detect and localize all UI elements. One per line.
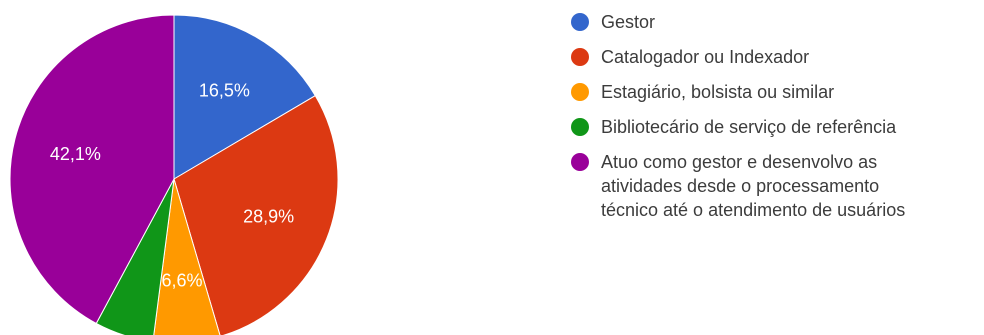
legend-label-line: Catalogador ou Indexador: [601, 47, 810, 67]
legend-swatch-1: [571, 48, 589, 66]
legend-item-0[interactable]: Gestor: [571, 10, 655, 34]
legend-label-0: Gestor: [601, 10, 655, 34]
legend-swatch-3: [571, 118, 589, 136]
slice-value-label-1: 28,9%: [243, 206, 294, 226]
legend-item-3[interactable]: Bibliotecário de serviço de referência: [571, 115, 896, 139]
legend-swatch-0: [571, 13, 589, 31]
legend-item-4[interactable]: Atuo como gestor e desenvolvo as atividad…: [571, 150, 905, 222]
legend-label-2: Estagiário, bolsista ou similar: [601, 80, 834, 104]
legend-label-line: atividades desde o processamento: [601, 176, 880, 196]
slice-value-label-4: 42,1%: [50, 144, 101, 164]
legend-swatch-2: [571, 83, 589, 101]
legend-label-line: Atuo como gestor e desenvolvo as: [601, 152, 878, 172]
slice-value-label-0: 16,5%: [199, 81, 250, 101]
legend-item-2[interactable]: Estagiário, bolsista ou similar: [571, 80, 834, 104]
pie-slice-0[interactable]: [173, 14, 316, 180]
legend-label-line: Estagiário, bolsista ou similar: [601, 82, 835, 102]
pie-slice-4[interactable]: [9, 14, 175, 325]
pie-slice-2[interactable]: [153, 178, 221, 335]
legend-label-line: Bibliotecário de serviço de referência: [601, 117, 897, 137]
pie-labels: 16,5% 28,9% 6,6% 42,1%: [50, 81, 294, 291]
legend-label-line: técnico até o atendimento de usuários: [601, 200, 906, 220]
legend-label-3: Bibliotecário de serviço de referência: [601, 115, 896, 139]
legend-label-1: Catalogador ou Indexador: [601, 45, 809, 69]
legend-label-line: Gestor: [601, 12, 656, 32]
pie-slice-1[interactable]: [173, 94, 339, 335]
pie-slices: [9, 14, 339, 335]
slice-value-label-2: 6,6%: [161, 270, 202, 290]
legend-swatch-4: [571, 153, 589, 171]
legend-label-4: Atuo como gestor e desenvolvo as atividad…: [601, 150, 905, 222]
legend-item-1[interactable]: Catalogador ou Indexador: [571, 45, 809, 69]
